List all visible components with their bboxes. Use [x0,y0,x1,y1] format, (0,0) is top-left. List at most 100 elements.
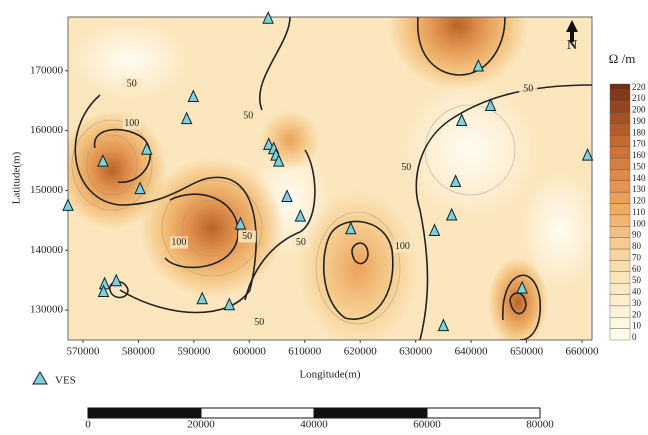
colorbar-swatch [609,169,631,181]
ves-marker [428,223,441,237]
colorbar-swatch [609,328,631,341]
x-axis-label: Longitude(m) [299,369,360,381]
ves-marker [62,198,74,211]
colorbar-tick-label: 50 [632,275,642,285]
y-tick-label: 160000 [30,124,64,136]
colorbar-tick-label: 60 [632,264,642,274]
north-label: N [567,38,577,53]
colorbar-swatch [609,180,631,193]
colorbar-tick-label: 220 [632,82,646,92]
colorbar-swatch [609,260,631,272]
x-tick-label: 650000 [510,346,544,358]
ves-marker [110,273,123,287]
colorbar-swatch [609,100,631,113]
colorbar-swatch [609,237,631,250]
scale-bar-segment [426,407,541,419]
ves-marker [180,111,193,125]
x-tick-label: 590000 [177,346,211,358]
colorbar-tick-label: 0 [632,332,637,342]
contour-label-bg [291,236,310,249]
colorbar-tick-label: 210 [632,93,646,103]
scale-bar-label: 80000 [526,419,554,431]
ves-marker [187,89,200,103]
colorbar-swatch [609,214,631,227]
colorbar-tick-label: 140 [632,173,646,183]
ves-marker [516,280,528,294]
ves-marker [196,291,208,305]
ves-marker [134,181,146,195]
y-tick-label: 140000 [30,244,64,256]
legend-symbol [32,371,48,385]
colorbar-swatch [609,146,631,159]
ves-marker [272,153,285,167]
contour-label-bg [122,117,141,130]
contour-label-bg [250,316,269,329]
colorbar-swatch [609,157,631,170]
x-tick-label: 600000 [233,346,267,358]
contour-label-bg [239,110,258,123]
colorbar-tick-label: 160 [632,150,646,160]
y-tick-label: 150000 [30,184,64,196]
x-tick-label: 570000 [66,346,100,358]
contour-label: 50 [296,237,306,248]
contour-label-bg [393,240,412,253]
ves-marker [294,208,307,222]
ves-marker [472,58,485,72]
contour-label: 50 [242,231,252,242]
colorbar-swatch [609,83,631,90]
contour-label-bg [122,77,141,90]
scale-bar-segment [200,407,315,419]
ves-marker [97,153,109,167]
y-tick-label: 170000 [30,64,64,76]
contour-label-bg [519,83,538,96]
x-tick-label: 610000 [288,346,322,358]
ves-marker [223,297,236,311]
colorbar-swatch [609,305,631,318]
ves-marker [234,216,247,230]
colorbar-tick-label: 200 [632,105,646,115]
colorbar-swatch [609,294,631,307]
plot-frame [67,16,593,341]
contour-label: 100 [124,118,139,129]
scale-bar-label: 20000 [187,419,215,431]
resistivity-field [68,17,592,340]
contour-label: 50 [523,84,533,95]
scale-bar-label: 60000 [413,419,441,431]
colorbar-tick-label: 180 [632,127,646,137]
contour-label: 100 [171,237,186,248]
x-tick-label: 640000 [455,346,489,358]
x-tick-label: 620000 [344,346,378,358]
colorbar-tick-label: 40 [632,287,642,297]
contour-label: 50 [127,78,137,89]
colorbar-tick-label: 150 [632,161,646,171]
x-tick-label: 660000 [566,346,600,358]
ves-marker [581,147,594,161]
colorbar-tick-label: 130 [632,184,646,194]
colorbar-tick-label: 80 [632,241,642,251]
ves-marker [455,113,468,126]
colorbar-tick-label: 20 [632,309,642,319]
north-arrow [566,20,578,42]
colorbar-tick-label: 70 [632,252,642,262]
ves-marker [437,318,450,332]
colorbar-tick-label: 100 [632,218,646,228]
scale-bar-label: 40000 [300,419,328,431]
scale-bar-segment [87,407,202,419]
y-axis-label: Latitude(m) [11,151,23,204]
colorbar-swatch [609,203,631,216]
scale-bar-label: 0 [85,419,91,431]
contour-label: 50 [254,317,264,328]
colorbar-swatch [609,123,631,136]
dynamic-layer: 570000 580000 590000 600000 610000 620000 6300… [30,10,646,431]
contour-label-bg [397,161,416,174]
colorbar-swatch [609,317,631,329]
contour-label-bg [169,236,188,249]
contour-label: 50 [243,111,253,122]
scale-bar-segment [313,407,428,419]
ves-marker [97,284,110,298]
ves-marker [449,174,462,187]
colorbar-swatch [609,112,631,125]
colorbar-tick-label: 90 [632,230,642,240]
x-tick-label: 580000 [122,346,156,358]
colorbar-swatch [609,89,631,102]
